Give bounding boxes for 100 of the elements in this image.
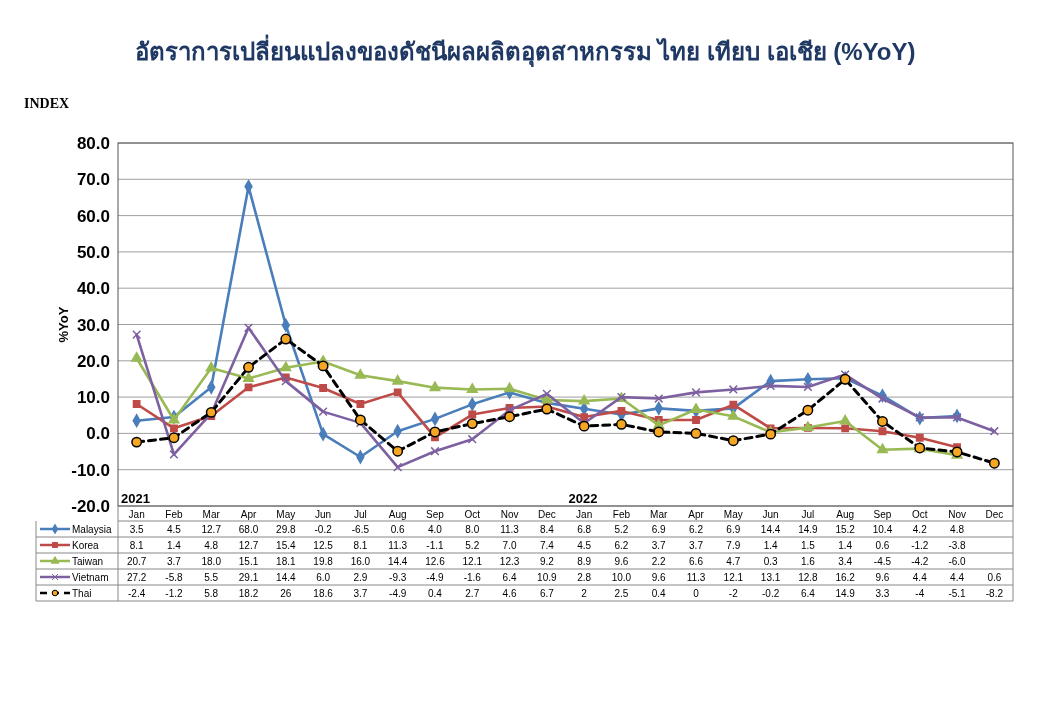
data-label: 12.5 [313, 540, 334, 551]
data-label: 4.5 [166, 524, 182, 535]
y-tick-label: 80.0 [76, 134, 110, 153]
data-label: 0.3 [763, 556, 778, 567]
data-label: -5.8 [165, 572, 183, 583]
data-label: 0.4 [651, 588, 667, 599]
data-label: 14.4 [760, 524, 781, 535]
data-label: 12.3 [499, 556, 520, 567]
chart-title: อัตราการเปลี่ยนแปลงของดัชนีผลผลิตอุตสาหกรรม ไทย เทียบ เอเชีย (%YoY) [134, 34, 916, 68]
x-tick-label: Jul [801, 509, 815, 520]
legend-label: Thai [72, 588, 92, 599]
data-label: 8.9 [577, 556, 592, 567]
x-tick-label: Mar [650, 509, 668, 520]
data-label: -1.2 [165, 588, 183, 599]
data-label: 5.8 [204, 588, 219, 599]
data-label: 11.3 [500, 524, 520, 535]
x-tick-label: Nov [948, 509, 966, 520]
data-label: 20.7 [126, 556, 147, 567]
data-label: 16.0 [350, 556, 371, 567]
data-label: 18.0 [201, 556, 222, 567]
data-label: 8.4 [539, 524, 555, 535]
y-tick-label: 70.0 [76, 170, 110, 190]
data-label: 1.4 [166, 540, 182, 551]
y-tick-label: 10.0 [76, 388, 110, 408]
data-label: 12.7 [201, 524, 222, 535]
data-label: 4.2 [912, 524, 928, 535]
data-label: 10.9 [537, 572, 558, 583]
data-label: 3.7 [689, 540, 704, 551]
y-tick-label: 0.0 [86, 424, 110, 444]
y-tick-label: -10.0 [71, 460, 110, 480]
data-label: 2 [581, 588, 588, 599]
data-label: 2.8 [577, 572, 592, 583]
data-label: -6.0 [948, 556, 967, 567]
data-label: 68.0 [238, 524, 259, 535]
data-label: 4.7 [726, 556, 741, 567]
data-label: 12.6 [425, 556, 446, 567]
data-label: 5.2 [614, 524, 629, 535]
data-label: 8.1 [129, 540, 145, 551]
y-tick-label: 40.0 [76, 279, 110, 299]
data-label: 10.0 [611, 572, 632, 583]
data-label: 29.8 [276, 524, 296, 535]
data-label: 1.4 [838, 540, 853, 551]
x-tick-label: Sep [426, 509, 445, 520]
data-label: 14.9 [798, 524, 819, 535]
x-tick-label: Jun [762, 509, 779, 520]
data-label: 8.0 [465, 524, 480, 535]
legend-label: Vietnam [72, 572, 109, 583]
data-label: 8.1 [353, 540, 368, 551]
data-label: 6.4 [502, 572, 517, 583]
data-label: 7.9 [726, 540, 741, 551]
data-label: -1.1 [426, 540, 445, 551]
data-label: 6.9 [726, 524, 741, 535]
data-label: 3.7 [166, 556, 182, 567]
data-label: 2.2 [651, 556, 667, 567]
data-label: 18.1 [276, 556, 296, 567]
data-label: 12.1 [723, 572, 744, 583]
data-label: -1.2 [911, 540, 929, 551]
data-label: 4.5 [577, 540, 592, 551]
data-label: 1.4 [763, 540, 778, 551]
x-tick-label: Jul [354, 509, 367, 520]
data-label: -9.3 [389, 572, 407, 583]
data-label: 6.8 [577, 524, 592, 535]
data-label: 12.1 [462, 556, 483, 567]
data-label: 27.2 [126, 572, 147, 583]
data-label: 9.6 [875, 572, 890, 583]
data-label: 10.4 [872, 524, 893, 535]
x-tick-label: Jan [128, 509, 145, 520]
data-label: 29.1 [238, 572, 259, 583]
data-label: 13.1 [760, 572, 781, 583]
data-label: 3.7 [353, 588, 368, 599]
data-label: 7.0 [502, 540, 517, 551]
data-label: 4.8 [204, 540, 219, 551]
data-label: 26 [280, 588, 292, 599]
x-tick-label: Oct [464, 509, 481, 520]
data-label: -4.5 [873, 556, 892, 567]
data-label: 3.3 [875, 588, 890, 599]
data-label: 7.4 [539, 540, 555, 551]
data-label: 6.2 [689, 524, 704, 535]
data-label: 3.4 [838, 556, 853, 567]
data-label: -2 [728, 588, 739, 599]
x-tick-label: Dec [537, 509, 556, 520]
y-tick-label: 60.0 [76, 206, 110, 226]
data-label: -4.9 [389, 588, 407, 599]
data-label: -1.6 [463, 572, 482, 583]
data-label: 14.4 [387, 556, 408, 567]
data-label: -0.2 [314, 524, 333, 535]
x-tick-label: Dec [985, 509, 1004, 520]
data-label: 4.4 [950, 572, 965, 583]
legend-label: Taiwan [72, 556, 104, 567]
data-label: -4.2 [911, 556, 929, 567]
y-tick-label: -20.0 [71, 497, 110, 516]
data-label: -8.2 [985, 588, 1004, 599]
legend-label: Korea [72, 540, 100, 551]
x-tick-label: May [276, 509, 296, 520]
data-label: -5.1 [948, 588, 967, 599]
data-label: 1.6 [800, 556, 816, 567]
x-tick-label: Jun [315, 509, 332, 520]
data-label: 4.4 [912, 572, 928, 583]
data-label: 0.6 [987, 572, 1002, 583]
data-label: -4.9 [426, 572, 445, 583]
